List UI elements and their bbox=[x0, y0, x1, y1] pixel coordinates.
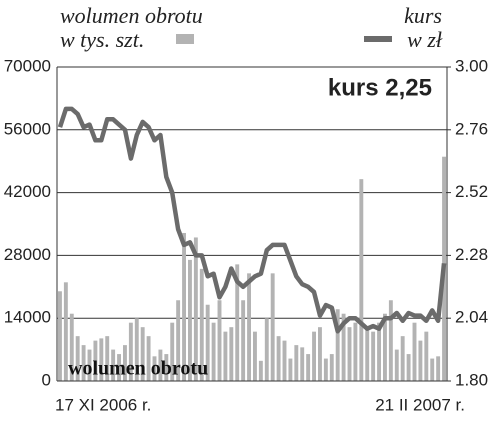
line bbox=[57, 106, 447, 334]
legend-title: w zł bbox=[407, 27, 443, 52]
x-tick-label: 17 XI 2006 r. bbox=[55, 395, 151, 414]
y2-tick-label: 1.80 bbox=[455, 370, 488, 389]
bar bbox=[81, 345, 86, 381]
bar bbox=[264, 318, 269, 381]
bar bbox=[247, 273, 251, 381]
bar bbox=[205, 304, 210, 381]
bar bbox=[329, 354, 334, 381]
bar bbox=[294, 345, 299, 381]
y-tick-label: 56000 bbox=[4, 119, 51, 138]
bar bbox=[306, 354, 311, 381]
bar bbox=[365, 327, 370, 381]
bar bbox=[394, 349, 399, 381]
bar bbox=[288, 358, 293, 381]
x-tick-label: 21 II 2007 r. bbox=[375, 395, 465, 414]
bar bbox=[75, 336, 80, 381]
bar bbox=[341, 313, 346, 381]
annotation: kurs 2,25 bbox=[328, 74, 432, 101]
bar bbox=[276, 336, 281, 381]
bar bbox=[241, 300, 246, 381]
bar-label: wolumen obrotu bbox=[68, 358, 208, 380]
bar bbox=[377, 322, 381, 381]
y2-tick-label: 3.00 bbox=[455, 56, 488, 75]
annotation-bg bbox=[296, 70, 442, 106]
bar bbox=[412, 322, 417, 381]
legend-swatch bbox=[176, 34, 194, 44]
bar bbox=[182, 232, 186, 381]
bar bbox=[176, 300, 181, 381]
bar bbox=[217, 300, 222, 381]
bar bbox=[134, 318, 139, 381]
y2-tick-label: 2.52 bbox=[455, 182, 488, 201]
y-tick-label: 42000 bbox=[4, 182, 51, 201]
bar bbox=[199, 268, 204, 381]
bar bbox=[424, 331, 429, 381]
bar bbox=[170, 322, 175, 381]
bar bbox=[117, 354, 121, 381]
legend-title: w tys. szt. bbox=[60, 27, 144, 52]
bar bbox=[87, 349, 92, 381]
bar bbox=[99, 338, 104, 381]
y-tick-label: 70000 bbox=[4, 56, 51, 75]
legend-title: wolumen obrotu bbox=[60, 3, 203, 28]
bar bbox=[229, 327, 234, 381]
bar bbox=[188, 259, 192, 381]
bar bbox=[270, 273, 275, 381]
bar bbox=[58, 291, 62, 381]
bar bbox=[282, 340, 287, 381]
bar bbox=[312, 331, 316, 381]
bar bbox=[300, 347, 305, 381]
bar bbox=[371, 331, 376, 381]
bar bbox=[258, 360, 263, 381]
y2-tick-label: 2.04 bbox=[455, 308, 488, 327]
bar bbox=[211, 322, 216, 381]
bar bbox=[193, 237, 198, 381]
bar bbox=[158, 349, 163, 381]
y-tick-label: 14000 bbox=[4, 308, 51, 327]
bar bbox=[152, 356, 157, 381]
bar bbox=[323, 358, 328, 381]
bar bbox=[400, 336, 405, 381]
bar bbox=[383, 313, 387, 381]
bar bbox=[105, 336, 110, 381]
bar bbox=[388, 300, 393, 381]
bar bbox=[223, 331, 228, 381]
legend-title: kurs bbox=[404, 3, 442, 28]
y2-tick-label: 2.76 bbox=[455, 119, 488, 138]
bar bbox=[235, 264, 240, 381]
bar bbox=[164, 354, 169, 381]
bar bbox=[318, 327, 322, 381]
y-tick-label: 28000 bbox=[4, 245, 51, 264]
bar bbox=[406, 354, 411, 381]
bar bbox=[69, 313, 74, 381]
y-tick-label: 0 bbox=[42, 370, 51, 389]
bar bbox=[347, 327, 352, 381]
bar bbox=[123, 345, 127, 381]
bar bbox=[146, 336, 151, 381]
bar bbox=[253, 331, 257, 381]
bar bbox=[353, 322, 358, 381]
bar bbox=[140, 327, 145, 381]
bar bbox=[93, 340, 98, 381]
bar bbox=[335, 309, 340, 381]
bar bbox=[436, 356, 441, 381]
bar bbox=[63, 282, 68, 381]
bar bbox=[359, 179, 364, 381]
bar bbox=[128, 322, 133, 381]
bar bbox=[430, 358, 435, 381]
y2-tick-label: 2.28 bbox=[455, 245, 488, 264]
bar bbox=[111, 349, 116, 381]
bar bbox=[418, 340, 423, 381]
